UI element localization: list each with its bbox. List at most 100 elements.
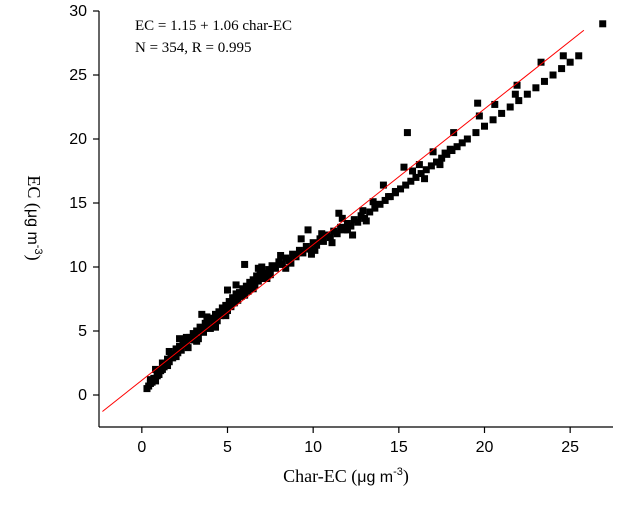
data-point (403, 129, 411, 137)
data-point (549, 71, 557, 79)
data-point (278, 260, 286, 268)
data-point (165, 347, 173, 355)
data-point (481, 122, 488, 130)
data-point (559, 52, 567, 60)
annotation-stats: N = 354, R = 0.995 (135, 40, 252, 56)
data-points (143, 20, 607, 393)
data-point (224, 286, 231, 294)
data-point (402, 181, 410, 189)
x-tick-label: 25 (561, 439, 579, 456)
data-point (304, 226, 312, 234)
data-point (429, 148, 437, 156)
data-point (215, 308, 223, 316)
data-point (397, 185, 405, 193)
x-tick-label: 0 (137, 439, 146, 456)
data-point (261, 269, 269, 277)
data-point (165, 358, 173, 366)
data-point (343, 226, 351, 234)
data-point (287, 259, 295, 267)
data-point (176, 335, 184, 343)
data-point (385, 193, 393, 201)
data-point (540, 77, 548, 85)
x-tick-label: 20 (476, 439, 494, 456)
data-point (277, 251, 285, 259)
data-point (227, 303, 235, 311)
data-point (453, 143, 461, 151)
data-point (347, 222, 355, 230)
data-point (599, 20, 607, 28)
data-point (188, 336, 196, 344)
data-point (441, 149, 449, 157)
y-tick-label: 30 (69, 3, 87, 20)
data-point (427, 162, 435, 170)
data-point (328, 239, 336, 247)
data-point (222, 312, 230, 320)
y-tick-label: 0 (78, 387, 87, 404)
data-point (271, 264, 279, 272)
data-point (282, 264, 290, 272)
x-tick-label: 5 (223, 439, 232, 456)
data-point (422, 166, 430, 174)
data-point (515, 97, 523, 105)
data-point (537, 58, 545, 66)
data-point (532, 84, 540, 92)
data-point (193, 337, 201, 345)
data-point (198, 310, 206, 318)
data-point (472, 129, 480, 137)
data-point (458, 139, 466, 147)
data-point (258, 275, 266, 283)
data-point (498, 109, 506, 117)
data-point (182, 333, 190, 341)
data-point (256, 268, 264, 276)
data-point (489, 116, 497, 124)
data-point (412, 173, 420, 181)
y-tick-label: 5 (78, 323, 87, 340)
data-point (307, 250, 315, 258)
data-point (318, 230, 326, 238)
data-point (172, 353, 180, 361)
data-point (253, 272, 261, 280)
data-point (359, 207, 367, 215)
data-point (254, 264, 262, 272)
annotation-equation: EC = 1.15 + 1.06 char-EC (135, 18, 292, 34)
data-point (391, 187, 399, 195)
data-point (381, 196, 389, 204)
data-point (369, 198, 377, 206)
data-point (313, 241, 321, 249)
data-point (229, 294, 237, 302)
data-point (450, 129, 458, 137)
data-point (232, 281, 240, 289)
data-point (400, 163, 408, 171)
data-point (436, 161, 444, 169)
data-point (249, 285, 257, 293)
data-point (155, 371, 163, 379)
data-point (146, 376, 154, 384)
data-point (251, 281, 259, 289)
data-point (415, 161, 423, 169)
data-point (362, 217, 370, 225)
data-point (222, 301, 230, 309)
data-point (354, 218, 362, 226)
data-point (208, 314, 216, 322)
x-axis-title: Char-EC (μg m-3) (283, 466, 409, 487)
data-point (306, 245, 314, 253)
data-point (446, 145, 454, 153)
data-point (292, 253, 300, 261)
data-point (366, 208, 374, 216)
data-point (182, 337, 190, 345)
data-point (212, 323, 220, 331)
data-point (409, 167, 417, 175)
data-point (371, 204, 379, 212)
data-point (475, 112, 483, 120)
y-axis-ticks: 0 5 10 15 20 25 30 (69, 3, 99, 404)
data-point (241, 291, 249, 299)
data-point (164, 362, 172, 370)
data-point (158, 359, 166, 367)
data-point (491, 100, 499, 108)
data-point (200, 328, 208, 336)
data-point (333, 230, 341, 238)
data-point (297, 235, 305, 243)
y-tick-label: 10 (69, 259, 87, 276)
data-point (266, 271, 274, 279)
data-point (203, 313, 211, 321)
